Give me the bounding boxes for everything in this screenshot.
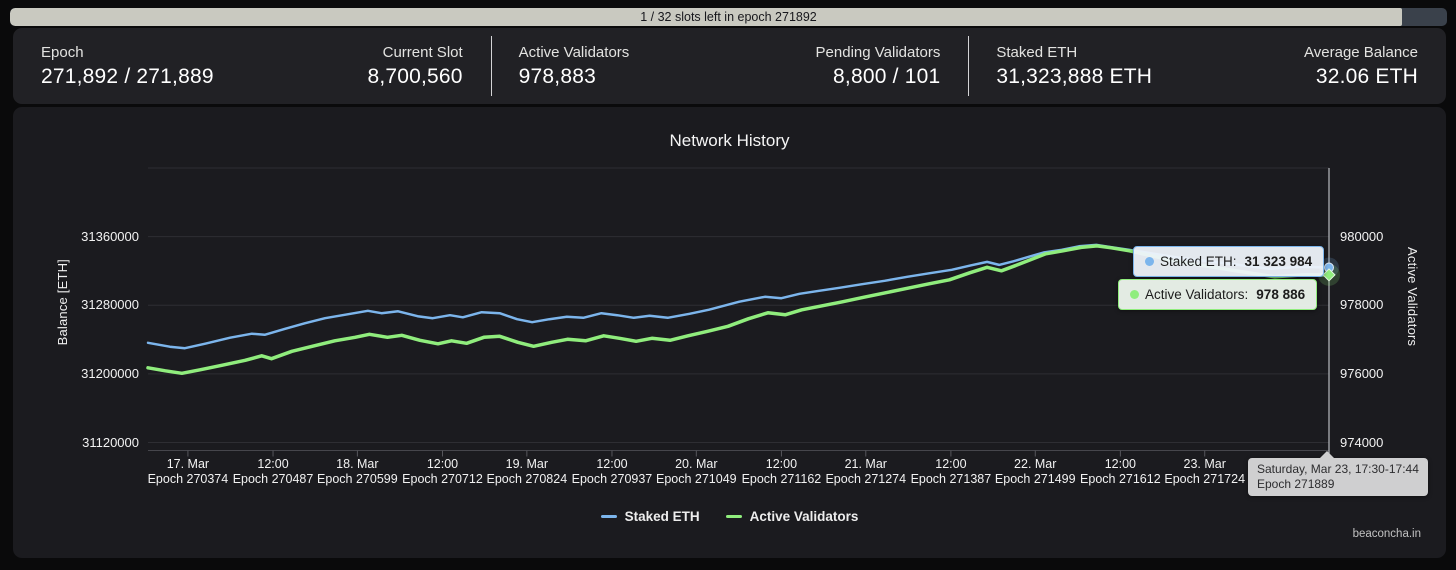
x-axis-label: 20. Mar Epoch 271049 <box>655 457 737 486</box>
stat-current-slot-value: 8,700,560 <box>367 64 463 88</box>
tooltip-staked-eth-value: 31 323 984 <box>1244 254 1313 269</box>
stat-current-slot: Current Slot 8,700,560 <box>367 44 462 89</box>
stat-group-validators: Active Validators 978,883 Pending Valida… <box>490 28 969 104</box>
active-validators-line-swatch <box>725 515 742 518</box>
y-axis-right-label: 974000 <box>1340 434 1384 450</box>
chart-plot-area[interactable] <box>13 107 1446 558</box>
epoch-progress-label: 1 / 32 slots left in epoch 271892 <box>640 10 817 24</box>
x-axis-label: 12:00 Epoch 271612 <box>1080 457 1161 486</box>
x-axis-label: 12:00 Epoch 271387 <box>910 457 992 486</box>
stat-epoch-value: 271,892 / 271,889 <box>41 64 214 88</box>
chart-legend: Staked ETH Active Validators <box>13 509 1446 524</box>
x-axis-label: 21. Mar Epoch 271274 <box>825 457 907 486</box>
x-axis-label: 18. Mar Epoch 270599 <box>317 457 398 486</box>
tooltip-staked-eth: Staked ETH: 31 323 984 <box>1133 246 1325 277</box>
tooltip-date: Saturday, Mar 23, 17:30-17:44 Epoch 2718… <box>1248 451 1428 496</box>
stat-average-balance-value: 32.06 ETH <box>1315 64 1419 88</box>
x-axis-label: 12:00 Epoch 270937 <box>571 457 653 486</box>
tooltip-active-validators-value: 978 886 <box>1256 287 1306 302</box>
tooltip-active-validators: Active Validators: 978 886 <box>1118 279 1318 310</box>
stat-average-balance-label: Average Balance <box>1304 43 1419 61</box>
stat-pending-validators-value: 8,800 / 101 <box>833 64 941 88</box>
stat-pending-validators-label: Pending Validators <box>815 43 941 61</box>
y-axis-left-label: 31120000 <box>82 434 139 450</box>
stat-active-validators: Active Validators 978,883 <box>519 44 630 89</box>
legend-label-staked-eth: Staked ETH <box>624 509 700 524</box>
epoch-progress-fill <box>10 8 1403 26</box>
legend-label-active-validators: Active Validators <box>749 509 859 524</box>
series-line-active-validators <box>146 244 1331 376</box>
y-axis-right-label: 976000 <box>1340 365 1384 381</box>
x-axis-label: 17. Mar Epoch 270374 <box>147 457 229 486</box>
stat-active-validators-value: 978,883 <box>518 64 596 88</box>
y-axis-right-label: 980000 <box>1340 228 1384 244</box>
stat-group-staked: Staked ETH 31,323,888 ETH Average Balanc… <box>968 28 1446 104</box>
stats-header: Epoch 271,892 / 271,889 Current Slot 8,7… <box>13 28 1446 104</box>
y-axis-left-label: 31200000 <box>81 365 139 381</box>
y-axis-right-title: Active Validators <box>1405 247 1420 347</box>
stat-staked-eth-label: Staked ETH <box>996 43 1078 61</box>
stat-pending-validators: Pending Validators 8,800 / 101 <box>816 44 941 89</box>
tooltip-active-validators-label: Active Validators: <box>1145 287 1249 302</box>
y-axis-left-label: 31360000 <box>81 228 139 244</box>
stat-current-slot-label: Current Slot <box>382 43 463 61</box>
chart-title: Network History <box>669 131 790 150</box>
active-validators-marker-dot <box>1130 290 1139 299</box>
stat-active-validators-label: Active Validators <box>518 43 630 61</box>
stat-group-epoch: Epoch 271,892 / 271,889 Current Slot 8,7… <box>13 28 491 104</box>
legend-item-active-validators[interactable]: Active Validators <box>725 509 859 524</box>
stat-staked-eth-value: 31,323,888 ETH <box>996 64 1153 88</box>
tooltip-date-line1: Saturday, Mar 23, 17:30-17:44 <box>1257 462 1419 476</box>
stat-epoch-label: Epoch <box>41 43 84 61</box>
x-axis-label: 22. Mar Epoch 271499 <box>994 457 1076 486</box>
legend-item-staked-eth[interactable]: Staked ETH <box>600 509 700 524</box>
y-axis-right-label: 978000 <box>1340 297 1384 313</box>
active-validators-end-marker <box>1322 268 1336 282</box>
x-axis-label: 12:00 Epoch 270487 <box>232 457 314 486</box>
y-axis-left-label: 31280000 <box>81 297 139 313</box>
x-axis-label: 23. Mar Epoch 271724 <box>1164 457 1246 486</box>
network-history-panel: Network History Balance [ETH] Active Val… <box>13 107 1446 558</box>
staked-eth-marker-dot <box>1145 257 1154 266</box>
watermark: beaconcha.in <box>1352 528 1421 540</box>
x-axis-label: 19. Mar Epoch 270824 <box>486 457 568 486</box>
tooltip-date-line2: Epoch 271889 <box>1257 477 1335 491</box>
tooltip-staked-eth-label: Staked ETH: <box>1160 254 1237 269</box>
stat-epoch: Epoch 271,892 / 271,889 <box>41 44 214 89</box>
x-axis-label: 12:00 Epoch 271162 <box>741 457 822 486</box>
staked-eth-line-swatch <box>600 515 617 518</box>
epoch-progress-bar: 1 / 32 slots left in epoch 271892 <box>10 8 1447 26</box>
stat-staked-eth: Staked ETH 31,323,888 ETH <box>996 44 1152 89</box>
x-axis-label: 12:00 Epoch 270712 <box>402 457 483 486</box>
stat-average-balance: Average Balance 32.06 ETH <box>1304 44 1418 89</box>
